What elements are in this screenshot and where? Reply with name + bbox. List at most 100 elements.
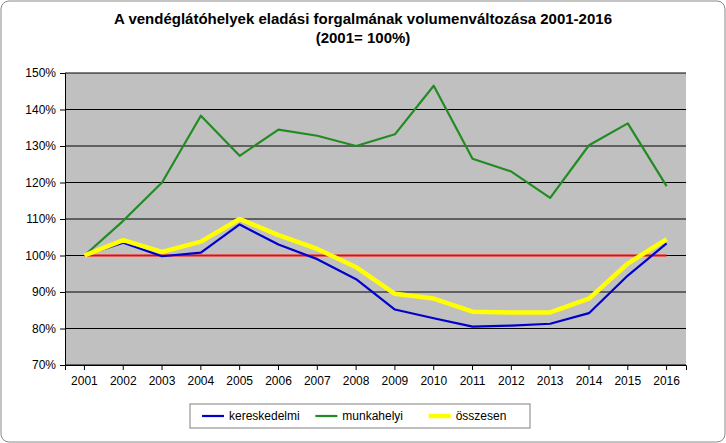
x-tick: 2010 (420, 365, 447, 388)
y-tick: 120% (25, 176, 65, 190)
legend-label: összesen (456, 409, 507, 423)
chart: A vendéglátóhelyek eladási forgalmának v… (0, 0, 726, 443)
x-tick-label: 2005 (226, 374, 253, 388)
y-tick: 130% (25, 139, 65, 153)
x-tick-mark (550, 365, 551, 370)
legend-swatch (315, 415, 337, 417)
x-tick: 2001 (71, 365, 98, 388)
legend-label: kereskedelmi (229, 409, 300, 423)
legend-swatch (202, 415, 224, 417)
x-tick-mark (394, 365, 395, 370)
x-tick: 2006 (265, 365, 292, 388)
x-tick-mark (472, 365, 473, 370)
x-tick: 2014 (576, 365, 603, 388)
x-axis: 2001 2002 2003 2004 2005 2006 2007 2008 2009 2010… (66, 365, 687, 388)
y-tick-label: 120% (25, 176, 56, 190)
y-tick-mark (60, 73, 65, 74)
x-tick-label: 2006 (265, 374, 292, 388)
x-tick-label: 2016 (653, 374, 680, 388)
series-line (84, 224, 666, 326)
x-tick-mark (666, 365, 667, 370)
y-tick-mark (60, 219, 65, 220)
y-axis-line (60, 74, 66, 366)
title: A vendéglátóhelyek eladási forgalmának v… (114, 10, 612, 27)
x-tick-mark (162, 365, 163, 370)
y-tick: 110% (26, 212, 65, 226)
y-tick-mark (60, 110, 65, 111)
x-axis-line (66, 366, 687, 371)
y-tick: 80% (32, 322, 65, 336)
x-tick-label: 2008 (343, 374, 370, 388)
x-tick-label: 2003 (149, 374, 176, 388)
x-tick-label: 2015 (614, 374, 641, 388)
subtitle: (2001= 100%) (316, 29, 411, 46)
legend-frame (190, 404, 530, 428)
x-tick-mark (239, 365, 240, 370)
y-tick-label: 150% (25, 66, 56, 80)
x-tick: 2016 (653, 365, 680, 388)
x-tick: 2002 (110, 365, 137, 388)
y-tick: 140% (25, 103, 65, 117)
series-line (84, 86, 666, 256)
y-tick-label: 80% (32, 322, 56, 336)
y-tick-label: 70% (32, 358, 56, 372)
x-tick: 2005 (226, 365, 253, 388)
legend: kereskedelmi munkahelyi összesen (190, 404, 530, 428)
y-tick-label: 110% (26, 212, 56, 226)
y-tick-label: 90% (32, 285, 56, 299)
y-tick-mark (60, 292, 65, 293)
x-tick-label: 2013 (537, 374, 564, 388)
x-tick-mark (511, 365, 512, 370)
x-tick-label: 2012 (498, 374, 525, 388)
y-tick: 90% (32, 285, 65, 299)
y-tick-label: 100% (25, 249, 56, 263)
legend-swatch (429, 414, 451, 419)
plot: 70%80%90%100%110%120%130%140%150%2001200… (25, 66, 686, 387)
grid-line (65, 109, 686, 110)
y-tick-label: 130% (25, 139, 56, 153)
x-tick-label: 2001 (71, 374, 98, 388)
x-tick-label: 2007 (304, 374, 331, 388)
x-tick-mark (627, 365, 628, 370)
x-tick: 2004 (187, 365, 214, 388)
y-tick-mark (60, 365, 65, 366)
y-tick-mark (60, 256, 65, 257)
y-tick: 150% (25, 66, 65, 80)
x-tick-label: 2002 (110, 374, 137, 388)
x-tick: 2012 (498, 365, 525, 388)
x-tick: 2003 (149, 365, 176, 388)
y-tick-mark (60, 146, 65, 147)
grid-line (65, 328, 686, 329)
plot-background (65, 73, 686, 365)
x-tick-mark (200, 365, 201, 370)
x-tick-mark (317, 365, 318, 370)
series-line (84, 219, 666, 312)
marks (84, 86, 666, 327)
x-tick: 2009 (382, 365, 409, 388)
x-tick: 2015 (614, 365, 641, 388)
y-tick-mark (60, 183, 65, 184)
x-tick-mark (356, 365, 357, 370)
x-tick-label: 2010 (420, 374, 447, 388)
y-tick-mark (60, 329, 65, 330)
y-axis: 70% 80% 90% 100% 110% 120% 130% 140% 150% (25, 66, 65, 372)
x-tick-mark (278, 365, 279, 370)
x-tick: 2013 (537, 365, 564, 388)
x-tick-mark (84, 365, 85, 370)
grid-line (65, 219, 686, 220)
grid-line (65, 182, 686, 183)
x-tick-label: 2011 (460, 374, 486, 388)
legend-label: munkahelyi (342, 409, 403, 423)
x-tick: 2011 (460, 365, 486, 388)
grid-line (65, 146, 686, 147)
x-tick: 2007 (304, 365, 331, 388)
grid-line (65, 73, 686, 74)
x-tick-mark (588, 365, 589, 370)
x-tick: 2008 (343, 365, 370, 388)
y-tick-label: 140% (25, 103, 56, 117)
x-tick-label: 2009 (382, 374, 409, 388)
chart-frame (1, 1, 725, 442)
x-tick-mark (433, 365, 434, 370)
x-tick-mark (123, 365, 124, 370)
x-tick-label: 2014 (576, 374, 603, 388)
